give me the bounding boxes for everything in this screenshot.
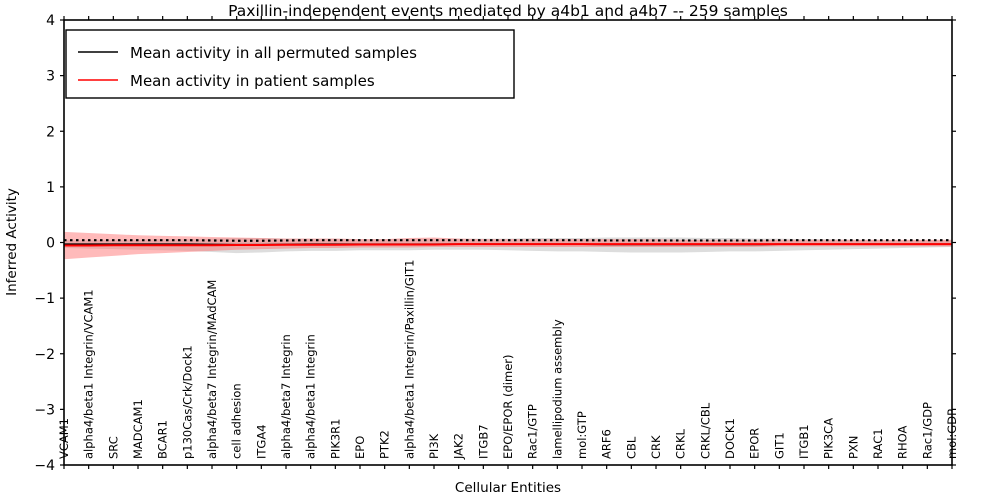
- x-tick-label: ITGB1: [797, 424, 811, 459]
- x-tick-label: alpha4/beta7 Integrin: [279, 334, 293, 459]
- y-tick-label: 3: [46, 69, 55, 85]
- x-tick-label: Rac1/GTP: [526, 404, 540, 459]
- x-tick-label: ARF6: [600, 429, 614, 459]
- x-tick-label: CRKL: [674, 428, 688, 459]
- x-tick-label: DOCK1: [723, 418, 737, 459]
- x-tick-label: VCAM1: [57, 418, 71, 459]
- x-tick-label: SRC: [106, 436, 120, 459]
- x-tick-label: Rac1/GDP: [920, 402, 934, 459]
- x-tick-label: PIK3CA: [822, 418, 836, 459]
- x-tick-label: ITGB7: [476, 424, 490, 459]
- x-tick-label: EPO: [353, 436, 367, 459]
- y-tick-label: −3: [34, 402, 55, 418]
- y-tick-label: −2: [34, 347, 55, 363]
- x-tick-label: lamellipodium assembly: [550, 319, 564, 459]
- x-tick-label: RAC1: [871, 428, 885, 459]
- x-axis-title: Cellular Entities: [455, 480, 561, 496]
- x-tick-label: mol:GTP: [575, 411, 589, 459]
- x-tick-label: JAK2: [452, 433, 466, 460]
- y-tick-label: −4: [34, 458, 55, 474]
- x-tick-label: GIT1: [772, 432, 786, 459]
- x-axis-tick-labels: VCAM1 alpha4/beta1 Integrin/VCAM1 SRC MADCA…: [57, 260, 959, 460]
- series-line-permuted-marker: [64, 239, 952, 242]
- x-tick-label: PTK2: [378, 430, 392, 459]
- x-tick-label: RHOA: [896, 426, 910, 459]
- confidence-band-patient: [64, 231, 952, 260]
- x-tick-label: cell adhesion: [230, 383, 244, 459]
- x-tick-label: CRK: [649, 435, 663, 459]
- legend-background: [65, 29, 515, 99]
- x-tick-label: alpha4/beta7 Integrin/MAdCAM: [205, 280, 219, 459]
- x-tick-label: CBL: [624, 436, 638, 459]
- y-tick-label: 4: [46, 13, 55, 29]
- y-tick-label: 1: [46, 180, 55, 196]
- x-tick-label: BCAR1: [156, 420, 170, 459]
- series-line-patient: [64, 243, 952, 247]
- legend-label-permuted: Mean activity in all permuted samples: [130, 44, 417, 62]
- x-tick-label: p130Cas/Crk/Dock1: [180, 345, 194, 459]
- y-axis-title: Inferred Activity: [4, 188, 20, 296]
- chart-legend: Mean activity in all permuted samples Me…: [65, 29, 515, 99]
- data-lines: [64, 239, 952, 247]
- x-tick-label: MADCAM1: [131, 399, 145, 459]
- y-axis-ticks: −4 −3 −2 −1 0 1 2 3 4: [34, 13, 956, 474]
- legend-label-patient: Mean activity in patient samples: [130, 72, 375, 90]
- x-tick-label: EPOR: [748, 428, 762, 459]
- x-tick-label: PI3K: [427, 433, 441, 459]
- x-tick-label: EPO/EPOR (dimer): [501, 355, 515, 460]
- x-tick-label: alpha4/beta1 Integrin: [304, 334, 318, 459]
- x-axis-ticks: [63, 16, 953, 469]
- x-tick-label: alpha4/beta1 Integrin/Paxillin/GIT1: [402, 260, 416, 459]
- x-tick-label: PIK3R1: [328, 419, 342, 460]
- x-tick-label: mol:GDP: [945, 409, 959, 459]
- x-tick-label: alpha4/beta1 Integrin/VCAM1: [82, 289, 96, 459]
- y-tick-label: 2: [46, 124, 55, 140]
- x-tick-label: CRKL/CBL: [698, 402, 712, 459]
- y-tick-label: −1: [34, 291, 55, 307]
- x-tick-label: ITGA4: [254, 424, 268, 459]
- chart-title: Paxillin-independent events mediated by …: [228, 2, 788, 20]
- y-tick-label: 0: [46, 236, 55, 252]
- x-tick-label: PXN: [846, 436, 860, 459]
